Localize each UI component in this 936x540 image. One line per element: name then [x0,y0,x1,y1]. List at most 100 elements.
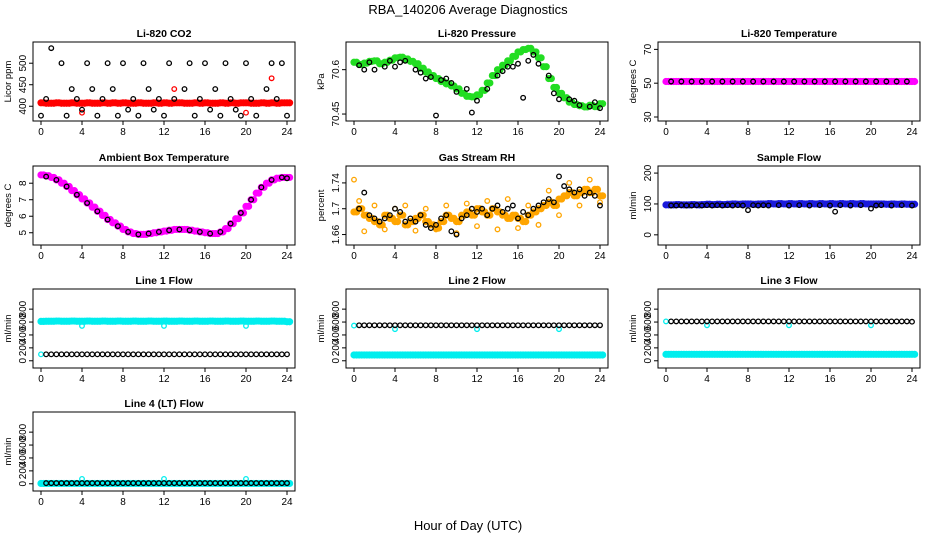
data-point [243,60,249,67]
series-cyan [662,350,919,358]
x-tick-label: 24 [906,374,918,385]
data-point [94,112,101,119]
data-point [832,208,839,215]
y-tick-label: 6 [18,213,29,219]
data-point [888,318,895,325]
data-point [145,86,152,92]
series-black [668,78,910,85]
panel-title: Line 2 Flow [448,275,506,287]
data-point [883,78,890,85]
data-point [125,228,132,235]
data-point [509,322,516,329]
data-point [530,322,537,329]
data-point [770,78,777,85]
data-point [545,322,552,329]
data-point [145,351,152,358]
x-tick-label: 0 [351,251,357,262]
data-point [433,322,439,329]
data-point [571,97,578,104]
data-point [903,318,910,325]
data-point [361,322,368,329]
data-point [371,215,378,222]
data-point [268,176,275,183]
x-tick-label: 16 [512,374,524,385]
data-point [371,66,378,73]
data-point [227,95,234,102]
data-point [468,205,475,212]
data-point [232,106,239,113]
data-point [811,318,818,325]
x-tick-label: 0 [663,251,669,262]
data-point [227,220,234,227]
panel-title: Li-820 CO2 [137,28,192,40]
data-point [883,318,890,325]
data-point [79,106,85,113]
data-point [494,226,501,233]
y-tick-label: 200 [643,164,654,181]
data-point [842,318,849,325]
y-axis-label: Licor ppm [3,61,14,103]
y-tick-label: 200 [643,339,654,356]
x-tick-label: 12 [158,251,170,262]
data-point [847,318,854,325]
data-point [386,57,393,64]
y-tick-label: 200 [331,339,342,356]
y-tick-label: 400 [18,449,29,466]
data-point [68,86,75,92]
data-point [668,318,675,325]
data-point [765,202,772,209]
data-point [196,228,203,235]
data-point [842,78,849,85]
data-point [755,318,762,325]
data-point [910,77,919,86]
series-black [43,173,290,238]
panel-title: Sample Flow [757,152,822,164]
y-tick-label: 800 [643,300,654,317]
x-tick-label: 0 [663,374,669,385]
data-point [545,196,552,202]
data-point [438,322,445,329]
data-point [857,318,864,325]
data-point [356,205,363,212]
data-point [273,95,280,102]
data-point [581,322,588,329]
y-axis-label: degrees C [3,183,14,227]
data-point [402,218,409,225]
data-point [114,351,121,358]
x-tick-label: 8 [745,374,751,385]
data-point [509,202,516,209]
data-point [545,187,552,194]
data-point [463,85,470,92]
data-point [458,215,465,222]
data-point [125,106,132,113]
data-point [402,322,409,329]
data-point [673,318,680,325]
data-point [155,228,162,235]
panel-title: Li-820 Pressure [438,28,516,40]
data-point [361,228,368,235]
data-point [520,322,527,329]
data-point [566,186,573,193]
data-point [556,212,562,219]
chart-panel-line-1-flow: Line 1 Flow ml/min 0 4 8 12 16 20 24 0 20040060080… [3,275,296,385]
data-point [284,175,290,182]
data-point [479,205,486,212]
series-black [356,322,603,329]
series-orange [351,176,603,237]
x-tick-label: 12 [783,251,795,262]
data-point [94,208,101,215]
data-point [422,322,429,329]
y-axis-label: ml/min [3,315,14,343]
data-point [73,351,80,358]
data-point [770,318,777,325]
data-point [479,322,486,329]
data-point [504,322,511,329]
data-point [816,318,823,325]
data-point [862,78,869,85]
data-point [775,318,782,325]
chart-panel-ambient-box-temperature: Ambient Box Temperature degrees C 0 4 8 12 16 2… [3,152,296,262]
x-tick-label: 16 [199,127,211,138]
data-point [222,351,229,358]
data-point [284,351,290,358]
data-point [268,351,275,358]
